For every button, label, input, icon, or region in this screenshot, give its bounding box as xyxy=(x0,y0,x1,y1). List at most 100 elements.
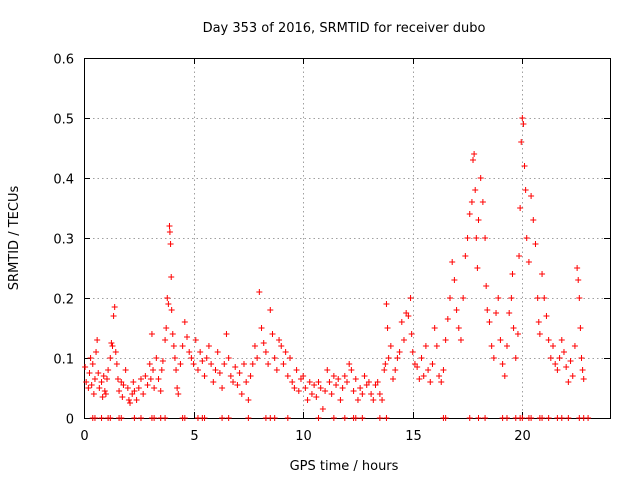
y-tick-label: 0.1 xyxy=(53,353,74,368)
data-point xyxy=(451,277,458,283)
data-point xyxy=(214,349,221,355)
data-point xyxy=(284,415,291,421)
data-point xyxy=(245,415,252,421)
data-point xyxy=(501,373,508,379)
data-point xyxy=(85,385,92,391)
data-point xyxy=(293,367,300,373)
data-point xyxy=(571,343,578,349)
data-point xyxy=(522,187,529,193)
data-point xyxy=(510,325,517,331)
data-point xyxy=(112,349,119,355)
data-point xyxy=(146,361,153,367)
data-point xyxy=(580,376,587,382)
data-point xyxy=(142,373,149,379)
data-point xyxy=(188,355,195,361)
data-point xyxy=(319,406,326,412)
data-point xyxy=(127,400,134,406)
data-point xyxy=(225,415,232,421)
data-point xyxy=(221,361,228,367)
data-point xyxy=(361,373,368,379)
data-point xyxy=(425,367,432,373)
data-point xyxy=(490,355,497,361)
data-point xyxy=(539,271,546,277)
data-point xyxy=(455,325,462,331)
data-point xyxy=(107,415,114,421)
data-point xyxy=(394,355,401,361)
data-point xyxy=(151,385,158,391)
data-point xyxy=(398,319,405,325)
data-point xyxy=(341,415,348,421)
data-point xyxy=(466,415,473,421)
data-point xyxy=(302,385,309,391)
data-point xyxy=(471,151,478,157)
data-point xyxy=(569,373,576,379)
data-point xyxy=(447,295,454,301)
data-point xyxy=(208,361,215,367)
x-axis-label: GPS time / hours xyxy=(290,459,399,474)
data-point xyxy=(563,364,570,370)
data-point xyxy=(227,373,234,379)
data-point xyxy=(101,388,108,394)
data-point xyxy=(111,304,118,310)
data-point xyxy=(556,355,563,361)
data-point xyxy=(225,355,232,361)
data-point xyxy=(168,307,175,313)
data-point xyxy=(520,121,527,127)
data-point xyxy=(133,397,140,403)
data-point xyxy=(205,343,212,349)
data-point xyxy=(258,325,265,331)
data-point xyxy=(383,301,390,307)
data-point xyxy=(482,235,489,241)
data-point xyxy=(124,385,131,391)
data-point xyxy=(110,313,117,319)
data-point xyxy=(337,397,344,403)
data-point xyxy=(324,367,331,373)
x-tick-label: 5 xyxy=(190,429,198,444)
y-tick-label: 0.5 xyxy=(53,113,74,128)
x-tick-label: 10 xyxy=(295,429,312,444)
data-point xyxy=(291,385,298,391)
data-point xyxy=(304,397,311,403)
data-point xyxy=(169,331,176,337)
data-point xyxy=(486,319,493,325)
data-point xyxy=(326,379,333,385)
data-point xyxy=(414,364,421,370)
data-point xyxy=(405,313,412,319)
data-point xyxy=(158,367,165,373)
data-point xyxy=(315,379,322,385)
data-point xyxy=(300,373,307,379)
data-point xyxy=(370,397,377,403)
data-point xyxy=(194,367,201,373)
data-point xyxy=(541,295,548,301)
data-point xyxy=(440,367,447,373)
data-point xyxy=(271,415,278,421)
data-point xyxy=(83,379,90,385)
data-point xyxy=(427,379,434,385)
data-point xyxy=(473,235,480,241)
data-point xyxy=(269,331,276,337)
data-point xyxy=(95,370,102,376)
data-point xyxy=(376,415,383,421)
data-point xyxy=(107,355,114,361)
data-point xyxy=(521,163,528,169)
data-point xyxy=(565,415,572,421)
data-point xyxy=(175,391,182,397)
data-point xyxy=(308,391,315,397)
data-point xyxy=(585,415,592,421)
data-point xyxy=(483,283,490,289)
data-point xyxy=(245,397,252,403)
data-point xyxy=(262,349,269,355)
data-point xyxy=(116,388,123,394)
data-point xyxy=(125,397,132,403)
data-point xyxy=(100,373,107,379)
data-point xyxy=(256,289,263,295)
data-point xyxy=(519,115,526,121)
y-tick-label: 0.6 xyxy=(53,53,74,68)
data-point xyxy=(137,376,144,382)
data-point xyxy=(574,265,581,271)
data-point xyxy=(98,415,105,421)
data-point xyxy=(223,331,230,337)
data-point xyxy=(240,361,247,367)
data-point xyxy=(164,295,171,301)
data-point xyxy=(579,367,586,373)
